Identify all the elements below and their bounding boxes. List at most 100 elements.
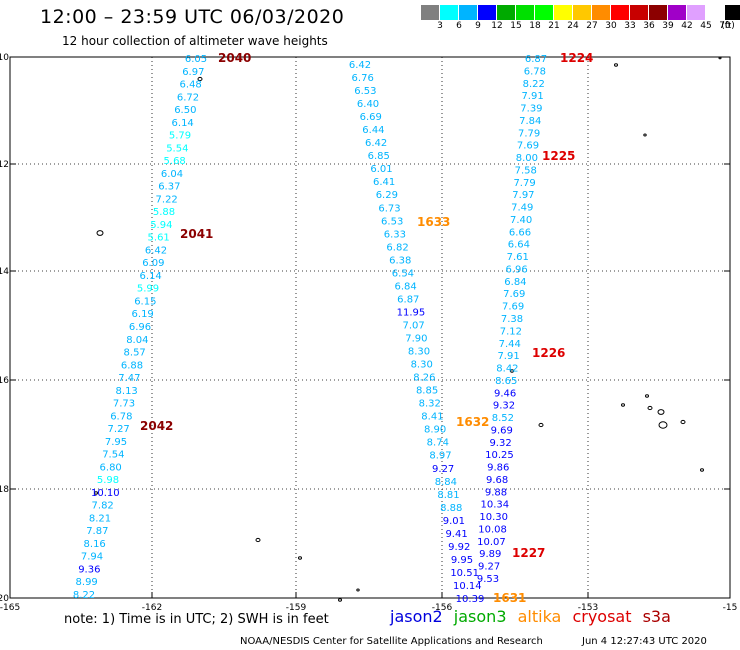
swh-observation: 5.61 [148, 233, 170, 244]
pass-label: 2040 [218, 51, 251, 65]
map-title: 12:00 – 23:59 UTC 06/03/2020 [40, 6, 345, 28]
swh-observation: 7.79 [513, 178, 535, 189]
scale-swatch [535, 5, 554, 20]
swh-observation: 7.95 [105, 437, 127, 448]
swh-observation: 9.92 [448, 542, 470, 553]
scale-swatch [573, 5, 592, 20]
swh-observation: 6.37 [158, 182, 180, 193]
legend-jason2: jason2 [390, 607, 443, 626]
pass-label: 1224 [560, 51, 593, 65]
swh-observation: 6.97 [182, 67, 204, 78]
pass-label: 1227 [512, 546, 545, 560]
swh-observation: 8.16 [84, 539, 106, 550]
swh-observation: 7.39 [520, 104, 542, 115]
swh-observation: 5.68 [164, 156, 186, 167]
scale-swatch [497, 5, 516, 20]
pass-label: 1632 [456, 415, 489, 429]
swh-observation: 9.01 [443, 516, 465, 527]
swh-observation: 6.14 [172, 118, 194, 129]
swh-observation: 10.14 [453, 581, 482, 592]
swh-observation: 7.97 [512, 190, 534, 201]
swh-observation: 6.48 [180, 80, 202, 91]
swh-observation: 6.66 [509, 227, 531, 238]
islands [94, 56, 722, 602]
satellite-legend: jason2 jason3 altika cryosat s3a [390, 607, 677, 626]
scale-label: 42 [681, 21, 693, 31]
scale-swatch [630, 5, 649, 20]
island-outline [614, 63, 618, 67]
swh-observation: 9.68 [486, 475, 508, 486]
swh-observation: 6.04 [161, 169, 183, 180]
swh-observation: 6.05 [185, 54, 207, 65]
lon-tick-label: -15 [723, 603, 738, 613]
swh-observation: 10.07 [477, 537, 506, 548]
swh-observation: 8.04 [126, 335, 148, 346]
swh-observation: 7.47 [118, 373, 140, 384]
scale-swatch [611, 5, 630, 20]
swh-observation: 6.84 [394, 281, 416, 292]
swh-observation: 5.54 [166, 143, 188, 154]
swh-observation: 8.65 [495, 376, 517, 387]
swh-observation: 7.27 [108, 424, 130, 435]
island-outline [356, 588, 360, 592]
swh-observation: 6.82 [386, 242, 408, 253]
swh-observation: 8.26 [413, 373, 435, 384]
scale-label: 30 [605, 21, 617, 31]
island-outline [700, 468, 704, 472]
swh-observation: 6.85 [368, 151, 390, 162]
swh-observation: 5.99 [137, 284, 159, 295]
scale-label: 15 [510, 21, 522, 31]
swh-observation: 6.72 [177, 92, 199, 103]
swh-observation: 6.88 [121, 360, 143, 371]
swh-observation: 5.94 [150, 220, 172, 231]
swh-observation: 8.21 [89, 513, 111, 524]
swh-observation: 8.97 [429, 451, 451, 462]
swh-observation: 8.52 [492, 413, 514, 424]
scale-swatch [516, 5, 535, 20]
lon-tick-label: -165 [0, 603, 20, 613]
swh-observation: 6.42 [145, 245, 167, 256]
swh-observation: 5.88 [153, 207, 175, 218]
swh-observation: 6.80 [100, 462, 122, 473]
swh-observation: 9.32 [493, 401, 515, 412]
swh-observation: 7.69 [503, 289, 525, 300]
swh-observation: 10.25 [485, 450, 514, 461]
swh-observation: 9.27 [432, 464, 454, 475]
swh-observation: 8.84 [435, 477, 457, 488]
scale-label: 45 [700, 21, 712, 31]
swh-observation: 7.58 [515, 165, 537, 176]
pass-label: 1226 [532, 346, 565, 360]
swh-observation: 5.79 [169, 131, 191, 142]
swh-observation: 6.09 [142, 258, 164, 269]
island-outline [96, 230, 104, 236]
swh-observation: 9.95 [451, 555, 473, 566]
swh-observation: 6.53 [354, 86, 376, 97]
frame-border [9, 56, 731, 599]
swh-observation: 7.12 [500, 326, 522, 337]
swh-observation: 8.30 [411, 360, 433, 371]
scale-swatch [421, 5, 440, 20]
scale-label: 27 [586, 21, 598, 31]
swh-observation: 6.15 [134, 296, 156, 307]
island-outline [718, 56, 722, 60]
swh-observation: 8.00 [516, 153, 538, 164]
island-outline [510, 369, 514, 373]
island-outline [197, 76, 203, 82]
swh-observation: 10.34 [481, 500, 510, 511]
swh-observation: 6.87 [525, 54, 547, 65]
swh-observation: 9.86 [487, 463, 509, 474]
swh-observation: 7.69 [502, 302, 524, 313]
island-outline [538, 422, 544, 428]
scale-label: 33 [624, 21, 636, 31]
swh-observation: 7.54 [102, 450, 124, 461]
scale-label: 39 [662, 21, 674, 31]
swh-observation: 6.19 [132, 309, 154, 320]
swh-observation: 7.38 [501, 314, 523, 325]
swh-observation: 8.30 [408, 347, 430, 358]
swh-observation: 7.94 [81, 552, 103, 563]
swh-observation: 7.61 [507, 252, 529, 263]
swh-observation: 5.98 [97, 475, 119, 486]
swh-observation: 8.32 [419, 399, 441, 410]
swh-observation: 6.78 [524, 66, 546, 77]
swh-observation: 7.73 [113, 399, 135, 410]
